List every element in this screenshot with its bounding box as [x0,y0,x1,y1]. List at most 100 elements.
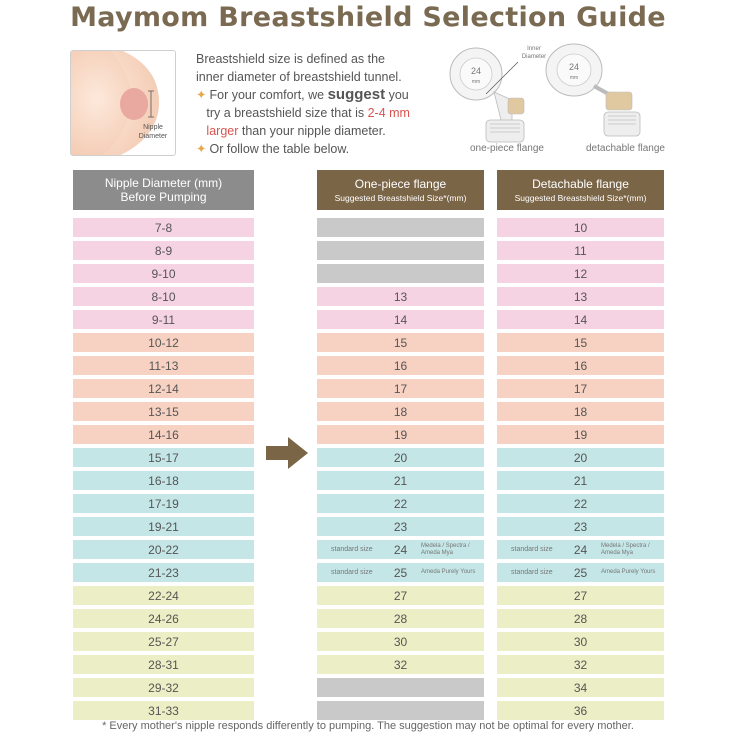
detachable-size-cell: 27 [497,586,664,605]
nipple-diameter-cell: 10-12 [73,333,254,352]
nipple-diameter-cell: 9-11 [73,310,254,329]
nipple-diameter-cell: 15-17 [73,448,254,467]
one-piece-size-cell: 18 [317,402,484,421]
nipple-diameter-cell: 7-8 [73,218,254,237]
one-piece-size-cell: 17 [317,379,484,398]
detachable-size-cell: 36 [497,701,664,720]
detachable-size-cell: 18 [497,402,664,421]
nipple-label-2: Diameter [139,133,168,140]
one-piece-size-cell: 13 [317,287,484,306]
flange-illustration: 24 mm Inner Diameter 24 mm [446,40,686,158]
detachable-size-cell: 15 [497,333,664,352]
brand-compat-label: Medela / Spectra / Ameda Mya [421,543,470,556]
nipple-diameter-cell: 22-24 [73,586,254,605]
nipple-label-1: Nipple [143,124,163,131]
breast-icon: Nipple Diameter [71,51,175,155]
detachable-size-cell: 34 [497,678,664,697]
desc-line-5: larger than your nipple diameter. [206,124,386,138]
nipple-diameter-cell: 24-26 [73,609,254,628]
nipple-diameter-column: Nipple Diameter (mm) Before Pumping 7-8 8… [73,170,254,724]
desc-line-1: Breastshield size is defined as the [196,52,385,66]
nipple-diameter-header: Nipple Diameter (mm) Before Pumping [73,170,254,210]
size-right-label: 24 [569,62,579,72]
bullet-star-icon: ✦ [196,142,207,156]
nipple-diameter-cell: 14-16 [73,425,254,444]
arrow-right-icon [266,437,308,469]
detachable-size-cell: 30 [497,632,664,651]
detachable-size-cell: 28 [497,609,664,628]
detachable-size-cell: 22 [497,494,664,513]
flange-diagram-icon: 24 mm Inner Diameter 24 mm [449,43,641,143]
nipple-diameter-cell: 21-23 [73,563,254,582]
nipple-diameter-cell: 13-15 [73,402,254,421]
inner-label-2: Diameter [522,54,546,60]
one-piece-size-cell: 32 [317,655,484,674]
detachable-size-cell: 16 [497,356,664,375]
standard-size-label: standard size [331,569,373,576]
one-piece-size-cell: 15 [317,333,484,352]
unavailable-size-cell [317,218,484,237]
detachable-size-cell: 24 standard size Medela / Spectra / Ameda … [497,540,664,559]
one-piece-caption: one-piece flange [470,143,544,154]
one-piece-flange-column: One-piece flange Suggested Breastshield … [317,170,484,724]
brand-compat-label: Ameda Purely Yours [601,569,656,576]
size-description: Breastshield size is defined as the inne… [196,50,456,158]
one-piece-size-cell: 23 [317,517,484,536]
nipple-diameter-cell: 29-32 [73,678,254,697]
nipple-diameter-cell: 11-13 [73,356,254,375]
page-title: Maymom Breastshield Selection Guide [70,2,666,33]
unavailable-size-cell [317,241,484,260]
unit-left-label: mm [472,79,480,85]
detachable-flange-column: Detachable flange Suggested Breastshield… [497,170,664,724]
nipple-diameter-cell: 20-22 [73,540,254,559]
one-piece-size-cell: 30 [317,632,484,651]
standard-size-label: standard size [511,546,553,553]
nipple-diameter-cell: 16-18 [73,471,254,490]
brand-compat-label: Ameda Purely Yours [421,569,476,576]
one-piece-size-cell: 22 [317,494,484,513]
desc-line-6: ✦ Or follow the table below. [196,142,350,156]
one-piece-size-cell: 27 [317,586,484,605]
nipple-diameter-cell: 28-31 [73,655,254,674]
inner-label-1: Inner [527,46,541,52]
nipple-diameter-cell: 19-21 [73,517,254,536]
detachable-size-cell: 20 [497,448,664,467]
detachable-size-cell: 23 [497,517,664,536]
brand-compat-label: Medela / Spectra / Ameda Mya [601,543,650,556]
detachable-size-cell: 12 [497,264,664,283]
footnote: * Every mother's nipple responds differe… [102,720,634,732]
unavailable-size-cell [317,701,484,720]
one-piece-size-cell: 16 [317,356,484,375]
one-piece-size-cell: 25 standard size Ameda Purely Yours [317,563,484,582]
standard-size-label: standard size [331,546,373,553]
desc-line-4: try a breastshield size that is 2-4 mm [206,106,410,120]
detachable-caption: detachable flange [586,143,665,154]
detachable-header: Detachable flange Suggested Breastshield… [497,170,664,210]
one-piece-size-cell: 21 [317,471,484,490]
detachable-size-cell: 13 [497,287,664,306]
unit-right-label: mm [570,75,578,81]
detachable-size-cell: 14 [497,310,664,329]
desc-line-2: inner diameter of breastshield tunnel. [196,70,402,84]
detachable-size-cell: 21 [497,471,664,490]
one-piece-size-cell: 14 [317,310,484,329]
one-piece-header: One-piece flange Suggested Breastshield … [317,170,484,210]
desc-line-3: ✦ For your comfort, we suggest you [196,86,409,103]
standard-size-label: standard size [511,569,553,576]
nipple-diameter-cell: 8-9 [73,241,254,260]
unavailable-size-cell [317,678,484,697]
detachable-size-cell: 10 [497,218,664,237]
detachable-size-cell: 19 [497,425,664,444]
nipple-diameter-cell: 25-27 [73,632,254,651]
one-piece-size-cell: 24 standard size Medela / Spectra / Ameda … [317,540,484,559]
detachable-size-cell: 11 [497,241,664,260]
detachable-size-cell: 17 [497,379,664,398]
unavailable-size-cell [317,264,484,283]
one-piece-size-cell: 19 [317,425,484,444]
nipple-diameter-cell: 12-14 [73,379,254,398]
detachable-size-cell: 25 standard size Ameda Purely Yours [497,563,664,582]
size-left-label: 24 [471,66,481,76]
detachable-size-cell: 32 [497,655,664,674]
nipple-diameter-cell: 8-10 [73,287,254,306]
one-piece-size-cell: 28 [317,609,484,628]
